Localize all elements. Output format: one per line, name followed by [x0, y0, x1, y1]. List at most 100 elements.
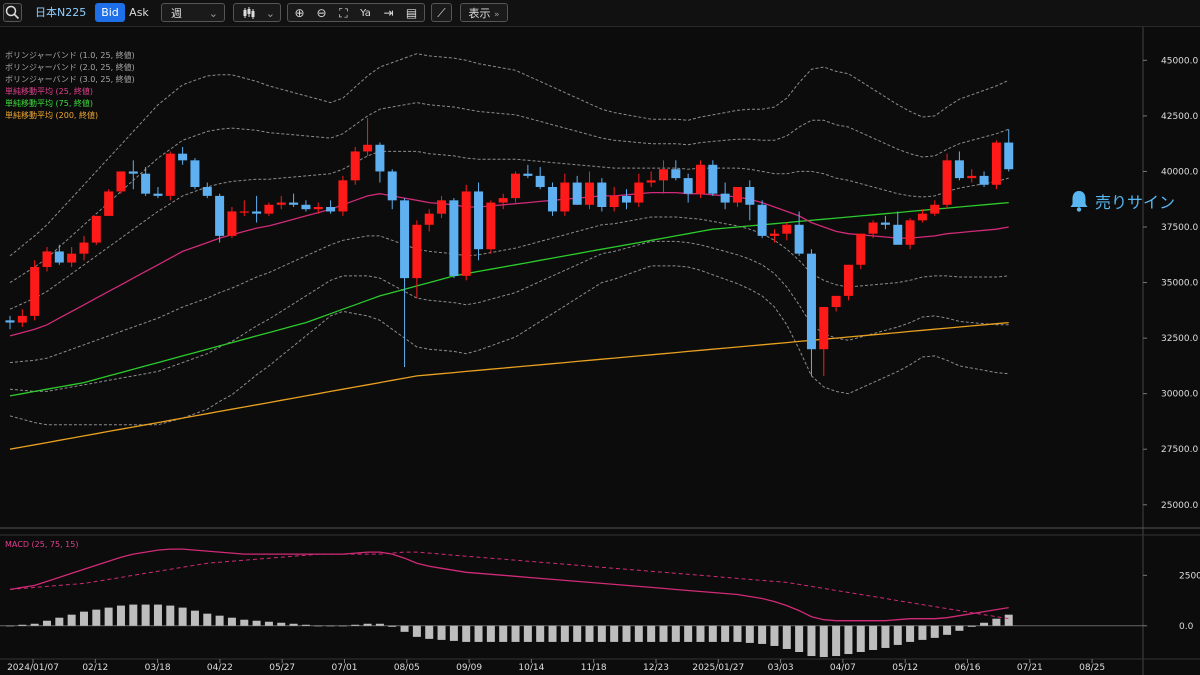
interval-value: 週	[171, 7, 182, 20]
candle-body	[474, 191, 484, 250]
candle-body	[350, 151, 360, 181]
macd-histogram-bar	[807, 625, 816, 657]
ma200-line	[9, 321, 1009, 450]
candle-body	[400, 200, 410, 279]
macd-histogram-bar	[967, 625, 976, 627]
macd-histogram-bar	[116, 605, 125, 626]
y-tick-label: 37500.0	[1161, 223, 1198, 233]
candle-body	[658, 169, 668, 181]
macd-histogram-bar	[1004, 614, 1013, 626]
display-menu[interactable]: 表示 »	[460, 3, 508, 22]
macd-histogram-bar	[215, 615, 224, 626]
y-tick-label: 32500.0	[1161, 334, 1198, 344]
bollinger-band-line	[9, 53, 1009, 257]
macd-histogram-bar	[610, 625, 619, 642]
macd-histogram-bar	[351, 624, 360, 626]
bollinger-band-line	[9, 216, 1009, 364]
x-tick-label: 06/16	[955, 663, 981, 673]
macd-histogram-bar	[363, 623, 372, 626]
candle-body	[363, 144, 373, 152]
candle-body	[313, 207, 323, 210]
ask-button[interactable]: Ask	[129, 6, 149, 19]
candle-body	[880, 222, 890, 225]
x-tick-label: 10/14	[518, 663, 544, 673]
chart-add-icon: ⟋	[437, 6, 446, 20]
search-button[interactable]	[3, 3, 22, 22]
macd-histogram-bar	[659, 625, 668, 642]
candle-body	[905, 220, 915, 245]
interval-select[interactable]: 週 ⌄	[161, 3, 225, 22]
candle-body	[116, 171, 126, 192]
macd-histogram-bar	[104, 607, 113, 626]
indicator-button[interactable]: ⟋	[431, 3, 452, 22]
macd-histogram-bar	[893, 625, 902, 645]
candle-body	[560, 182, 570, 212]
macd-histogram-bar	[314, 625, 323, 627]
candle-body	[375, 144, 385, 172]
y-tick-label: 45000.0	[1161, 56, 1198, 66]
macd-histogram-bar	[474, 625, 483, 642]
macd-line	[9, 548, 1009, 622]
document-icon[interactable]: ▤	[405, 6, 418, 20]
candle-body	[942, 160, 952, 205]
macd-histogram-bar	[412, 625, 421, 637]
candle-body	[215, 195, 225, 236]
macd-histogram-bar	[844, 625, 853, 655]
auto-scale-icon[interactable]: Ya	[360, 8, 371, 19]
zoom-out-icon[interactable]: ⊖	[316, 6, 327, 20]
macd-histogram-bar	[881, 625, 890, 648]
macd-histogram-bar	[166, 605, 175, 626]
bell-icon	[1070, 191, 1088, 212]
scroll-latest-icon[interactable]: ⇥	[383, 6, 394, 20]
macd-histogram-bar	[462, 625, 471, 642]
macd-signal-line	[9, 551, 1009, 620]
candle-body	[967, 175, 977, 179]
candle-body	[301, 204, 311, 210]
macd-histogram-bar	[930, 625, 939, 638]
instrument-name[interactable]: 日本N225	[35, 6, 87, 19]
candle-body	[498, 198, 508, 203]
macd-histogram-bar	[758, 625, 767, 644]
legend-ma75: 単純移動平均 (75, 終値)	[5, 99, 94, 108]
candle-body	[289, 202, 299, 205]
signal-label: 売りサイン	[1095, 193, 1176, 212]
x-tick-label: 03/03	[768, 663, 794, 673]
zoom-in-icon[interactable]: ⊕	[294, 6, 305, 20]
candle-body	[153, 193, 163, 196]
macd-histogram-bar	[671, 625, 680, 642]
y-tick-label: 35000.0	[1161, 279, 1198, 289]
chart-type-select[interactable]: ⌄	[233, 3, 281, 22]
chevron-down-icon: ⌄	[265, 7, 275, 20]
macd-histogram-bar	[918, 625, 927, 640]
macd-histogram-bar	[696, 625, 705, 642]
y-tick-label: 42500.0	[1161, 112, 1198, 122]
candle-body	[461, 191, 471, 276]
candle-body	[622, 195, 631, 203]
candle-body	[585, 182, 595, 205]
candle-body	[991, 142, 1001, 185]
candle-body	[424, 213, 434, 225]
macd-histogram-bar	[178, 607, 187, 626]
candle-body	[695, 164, 705, 194]
sell-signal-alert[interactable]: 売りサイン	[1068, 188, 1175, 214]
macd-histogram-bar	[338, 625, 347, 627]
candle-body	[227, 211, 237, 236]
candle-body	[202, 187, 212, 196]
fit-screen-icon[interactable]: ⛶	[339, 6, 348, 20]
chart-area[interactable]: 25000.0 27500.0 30000.0 32500.0 35000.0 37500…	[0, 27, 1200, 675]
macd-histogram-bar	[708, 625, 717, 642]
candle-body	[523, 173, 533, 176]
macd-histogram-bar	[289, 623, 298, 626]
candle-body	[782, 224, 792, 234]
candle-body	[276, 202, 286, 205]
bollinger-band-line	[9, 102, 1009, 284]
bid-button[interactable]: Bid	[95, 3, 125, 22]
macd-histogram-bar	[92, 609, 101, 626]
x-tick-label: 07/21	[1017, 663, 1043, 673]
candle-body	[708, 164, 718, 194]
macd-histogram-bar	[227, 617, 236, 626]
candle-body	[387, 171, 397, 201]
candle-body	[54, 251, 64, 263]
macd-histogram-bar	[585, 625, 594, 642]
candle-body	[868, 222, 878, 234]
